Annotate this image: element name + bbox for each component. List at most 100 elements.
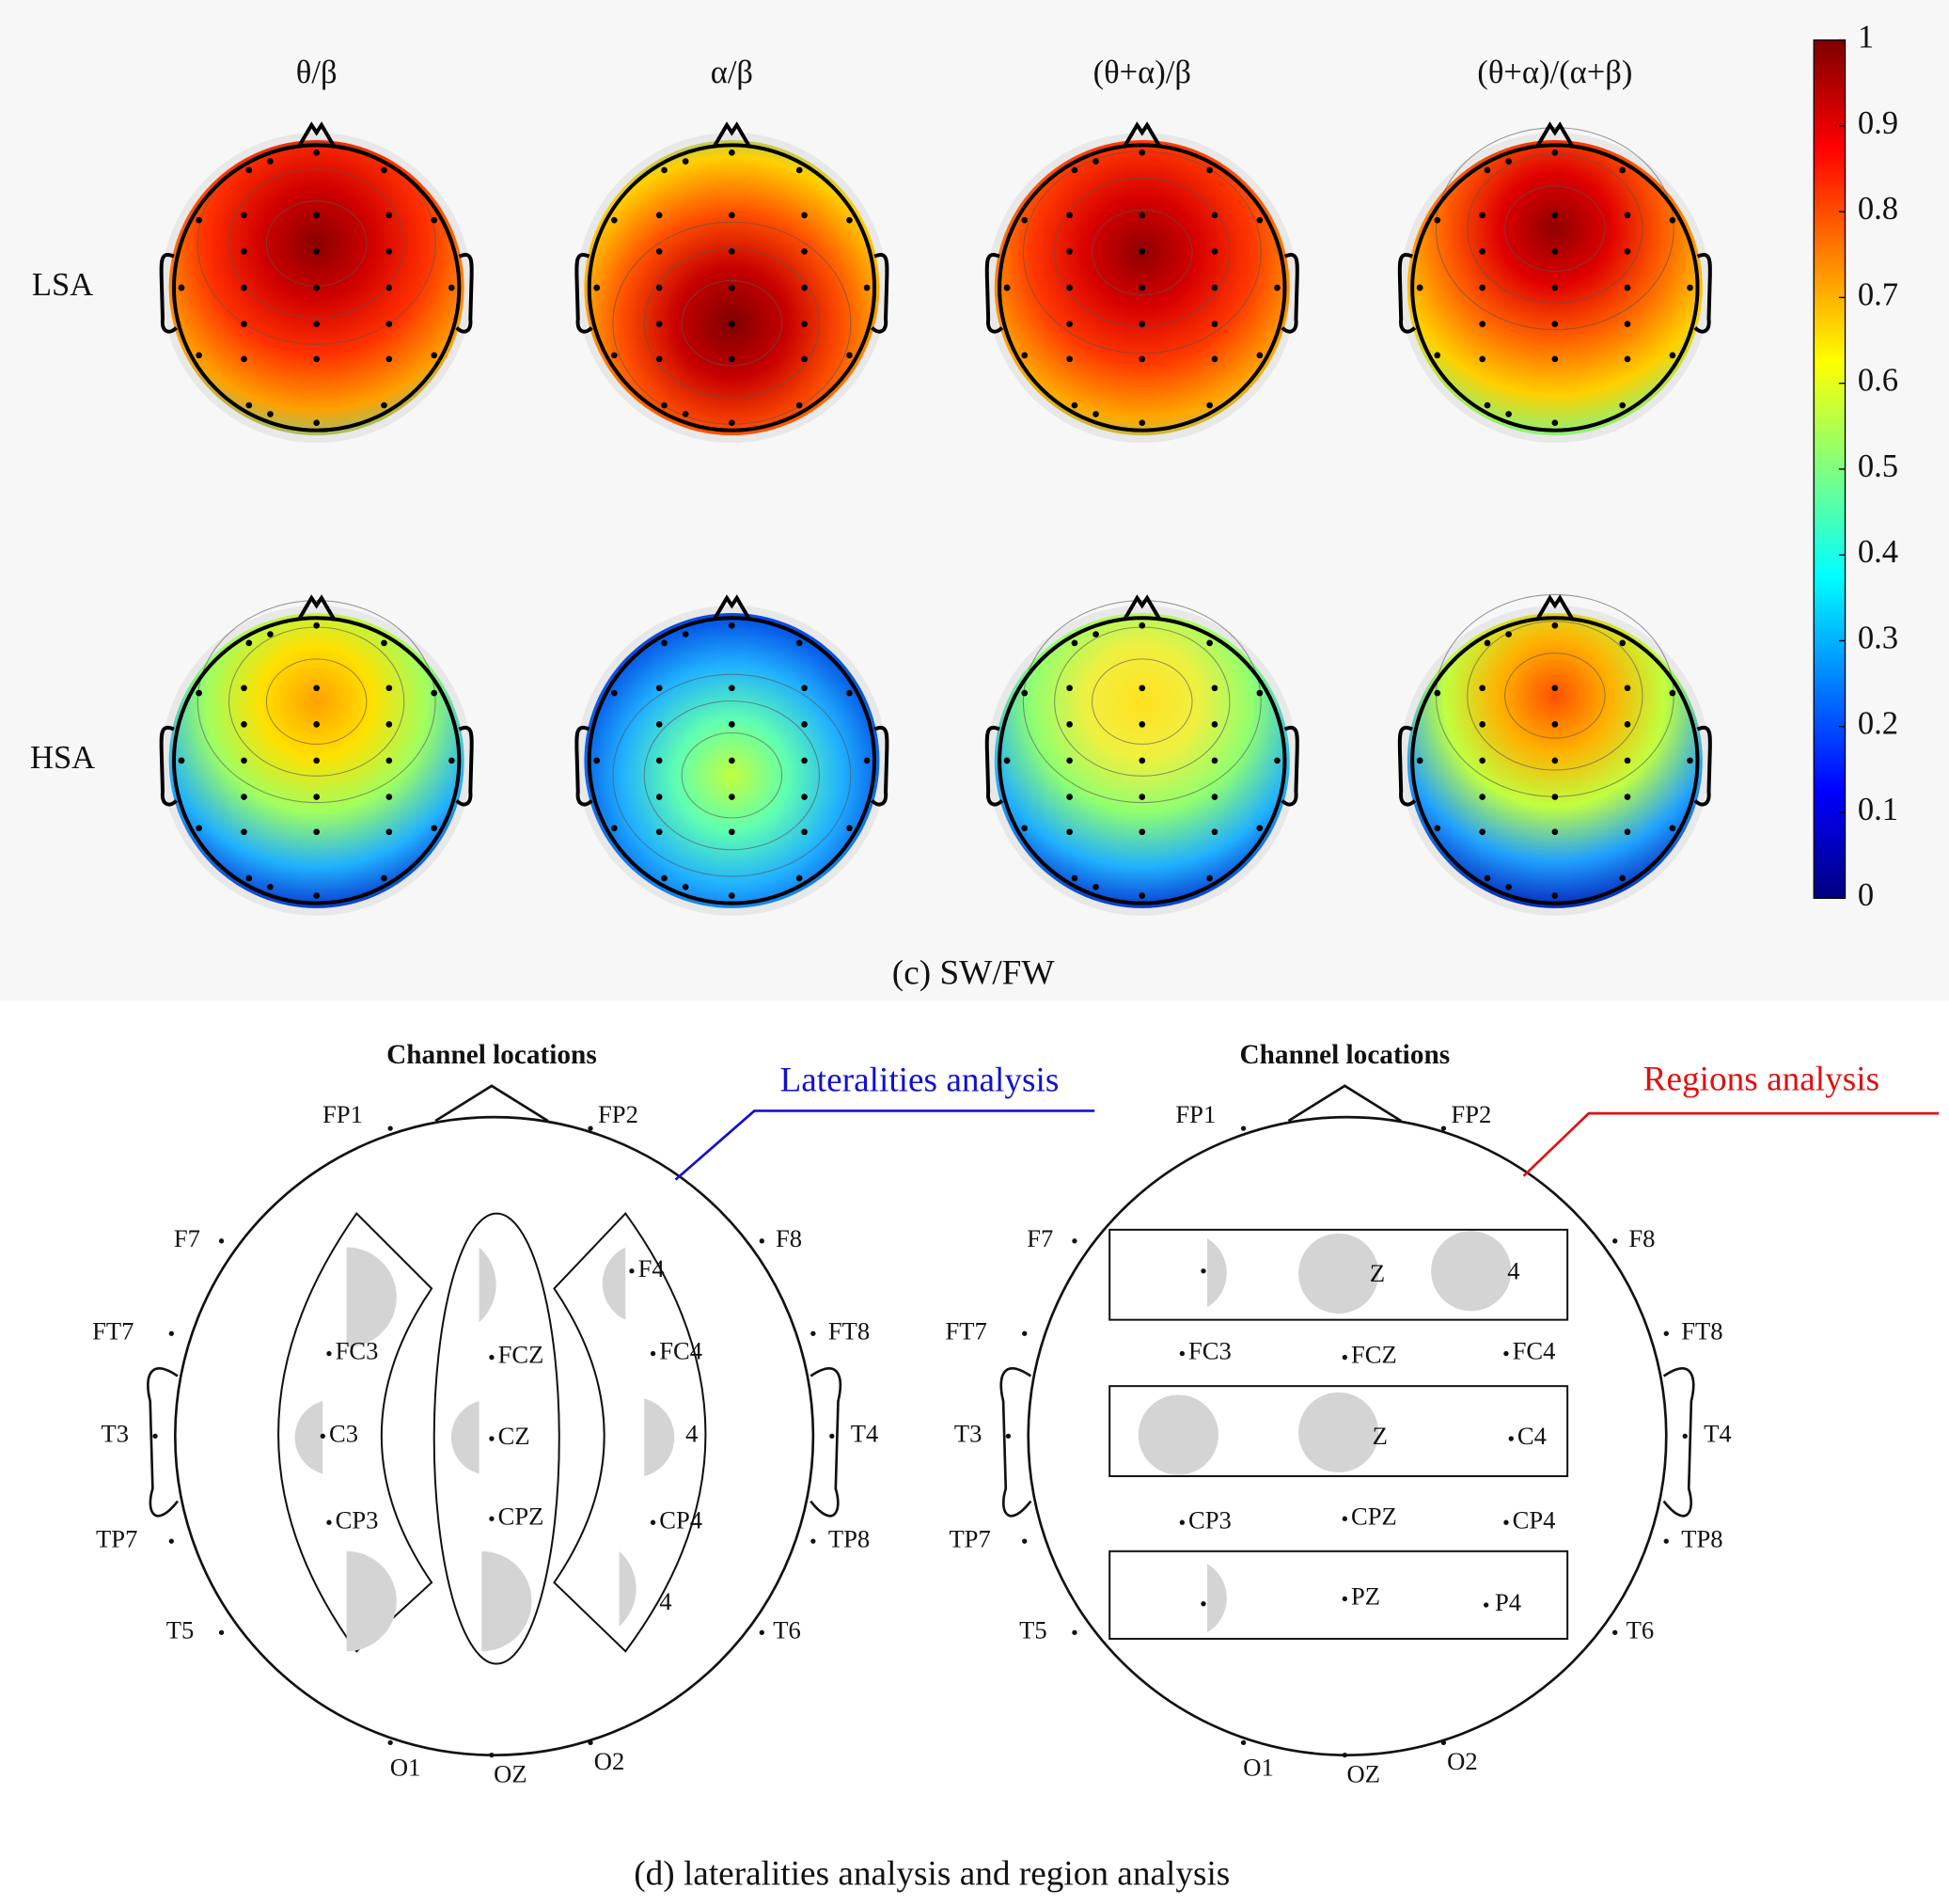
channel-label: TP8 bbox=[828, 1524, 870, 1552]
ear-right bbox=[999, 1367, 1032, 1518]
channel-label: F7 bbox=[174, 1224, 200, 1252]
contour bbox=[1435, 127, 1674, 331]
electrode bbox=[1551, 757, 1559, 764]
electrode bbox=[241, 321, 247, 327]
colorbar-tick-label: 0.5 bbox=[1858, 448, 1898, 484]
electrode bbox=[1211, 684, 1218, 692]
nose bbox=[1535, 594, 1575, 621]
electrode bbox=[810, 1538, 816, 1544]
electrode bbox=[1342, 1596, 1347, 1602]
electrode bbox=[610, 216, 618, 224]
electrode bbox=[810, 1330, 816, 1336]
nose bbox=[713, 594, 751, 621]
electrode bbox=[655, 794, 663, 800]
occluder bbox=[619, 1550, 637, 1627]
head-outline bbox=[587, 143, 877, 433]
electrode bbox=[629, 1268, 635, 1274]
ear bbox=[870, 726, 889, 807]
electrode bbox=[1274, 284, 1281, 291]
electrode bbox=[385, 684, 393, 692]
electrode bbox=[729, 757, 735, 764]
electrode bbox=[1206, 401, 1213, 409]
electrode bbox=[729, 721, 735, 728]
electrode bbox=[863, 284, 871, 291]
region-central bbox=[1108, 1385, 1569, 1477]
electrode bbox=[385, 794, 393, 800]
ear-left bbox=[147, 1367, 180, 1518]
electrode bbox=[1551, 419, 1559, 427]
channel-label: FP1 bbox=[1175, 1100, 1216, 1128]
electrode bbox=[313, 828, 320, 836]
electrode bbox=[431, 352, 438, 359]
channel-label: CP3 bbox=[1188, 1505, 1232, 1534]
electrode bbox=[1479, 721, 1486, 728]
channel-label: CZ bbox=[498, 1422, 530, 1450]
ear bbox=[574, 253, 593, 334]
electrode bbox=[1551, 212, 1559, 219]
annotation-regions: Regions analysis bbox=[1643, 1060, 1879, 1098]
electrode bbox=[313, 721, 320, 728]
electrode bbox=[1211, 355, 1218, 363]
electrode bbox=[1624, 248, 1631, 255]
electrode bbox=[385, 757, 393, 764]
occluder bbox=[1138, 1394, 1218, 1475]
electrode bbox=[313, 419, 320, 427]
electrode bbox=[1139, 419, 1146, 427]
electrode bbox=[1092, 883, 1099, 890]
electrode bbox=[1687, 757, 1693, 764]
electrode bbox=[241, 284, 247, 291]
electrode bbox=[661, 401, 668, 409]
channel-label: Z bbox=[1370, 1259, 1385, 1287]
contour bbox=[681, 732, 783, 819]
occluder bbox=[450, 1401, 479, 1474]
electrode bbox=[1066, 757, 1073, 764]
ear bbox=[1693, 253, 1712, 334]
electrode bbox=[1479, 248, 1486, 255]
electrode bbox=[801, 721, 808, 728]
electrode bbox=[1505, 631, 1512, 637]
colorbar-tick-label: 0.7 bbox=[1858, 276, 1898, 312]
electrode bbox=[593, 757, 601, 764]
electrode bbox=[1021, 216, 1029, 224]
contour bbox=[1092, 658, 1193, 745]
electrode bbox=[1682, 1433, 1688, 1440]
electrode bbox=[385, 828, 393, 836]
channel-label: T4 bbox=[1704, 1420, 1732, 1448]
channel-label: O1 bbox=[1243, 1754, 1274, 1782]
electrode bbox=[267, 883, 274, 890]
electrode bbox=[1211, 828, 1218, 836]
electrode bbox=[1624, 355, 1631, 363]
electrode bbox=[168, 1538, 174, 1544]
electrode bbox=[1066, 684, 1073, 692]
electrode bbox=[610, 825, 618, 832]
electrode bbox=[829, 1433, 835, 1440]
channel-label: FT7 bbox=[945, 1316, 986, 1345]
electrode bbox=[1551, 721, 1559, 728]
electrode bbox=[1139, 212, 1146, 219]
channel-label: F7 bbox=[1027, 1224, 1053, 1252]
electrode bbox=[1624, 828, 1631, 836]
electrode bbox=[1206, 639, 1213, 647]
electrode bbox=[1066, 321, 1073, 327]
ear-left-r bbox=[809, 1367, 842, 1518]
occluder bbox=[602, 1247, 626, 1320]
electrode bbox=[1551, 248, 1559, 255]
occluder bbox=[294, 1401, 323, 1474]
caption-c: (c) SW/FW bbox=[892, 953, 1056, 992]
electrode bbox=[729, 248, 735, 255]
electrode bbox=[196, 825, 202, 832]
electrode bbox=[729, 892, 735, 899]
electrode bbox=[1092, 158, 1099, 165]
electrode bbox=[313, 794, 320, 800]
electrode bbox=[1434, 352, 1441, 359]
diagram-title: Channel locations bbox=[386, 1040, 597, 1070]
electrode bbox=[385, 212, 393, 219]
electrode bbox=[1139, 321, 1146, 327]
occluder bbox=[1431, 1231, 1512, 1312]
electrode bbox=[729, 321, 735, 327]
nose bbox=[1123, 594, 1162, 621]
channel-label: T6 bbox=[773, 1615, 801, 1644]
electrode bbox=[661, 639, 668, 647]
diagram-title: Channel locations bbox=[1240, 1040, 1451, 1070]
